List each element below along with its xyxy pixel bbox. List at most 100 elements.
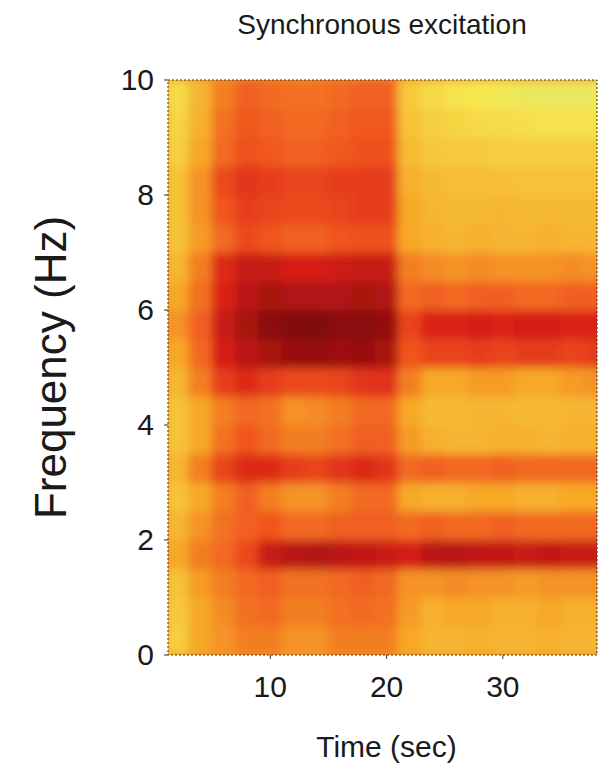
heat-cell xyxy=(398,540,422,570)
heat-cell xyxy=(514,166,538,196)
heat-cell xyxy=(328,568,352,598)
heat-cell xyxy=(374,597,398,627)
heat-cell xyxy=(328,482,352,512)
heat-cell xyxy=(188,626,212,655)
heat-cell xyxy=(398,108,422,138)
heat-cell xyxy=(421,166,445,196)
heat-cell xyxy=(398,425,422,455)
heat-cell xyxy=(514,597,538,627)
heat-cell xyxy=(584,108,597,138)
heat-cell xyxy=(398,166,422,196)
heat-cell xyxy=(491,540,515,570)
heat-cell xyxy=(467,540,491,570)
heat-cell xyxy=(374,166,398,196)
heat-cell xyxy=(398,511,422,541)
heat-cell xyxy=(351,281,375,311)
heat-cell xyxy=(374,281,398,311)
heat-cell xyxy=(212,338,236,368)
heat-cell xyxy=(235,223,259,253)
heat-cell xyxy=(560,626,584,655)
heat-cell xyxy=(168,252,189,282)
y-tick xyxy=(164,195,168,196)
heat-cell xyxy=(491,396,515,426)
heat-cell xyxy=(235,482,259,512)
heat-cell xyxy=(467,453,491,483)
chart-title: Synchronous excitation xyxy=(237,9,527,40)
heat-cell xyxy=(467,597,491,627)
heat-cell xyxy=(374,482,398,512)
heat-cell xyxy=(328,223,352,253)
heat-cell xyxy=(351,252,375,282)
heat-cell xyxy=(398,310,422,340)
heat-cell xyxy=(421,626,445,655)
heat-cell xyxy=(444,453,468,483)
heat-cell xyxy=(421,367,445,397)
y-tick xyxy=(164,655,168,656)
heat-cell xyxy=(421,511,445,541)
heat-cell xyxy=(351,511,375,541)
heat-cell xyxy=(258,195,282,225)
heat-cell xyxy=(188,482,212,512)
x-tick-label: 30 xyxy=(486,670,519,703)
heat-cell xyxy=(514,626,538,655)
heat-cell xyxy=(168,540,189,570)
heat-cell xyxy=(258,482,282,512)
heat-cell xyxy=(584,338,597,368)
heat-cell xyxy=(467,80,491,109)
heat-cell xyxy=(467,568,491,598)
heat-cell xyxy=(258,540,282,570)
heat-cell xyxy=(168,80,189,109)
heat-cell xyxy=(374,626,398,655)
heat-cell xyxy=(537,195,561,225)
heat-cell xyxy=(514,568,538,598)
heat-cell xyxy=(168,511,189,541)
heat-cell xyxy=(168,482,189,512)
heat-cell xyxy=(305,338,329,368)
heat-cell xyxy=(168,453,189,483)
heat-cell xyxy=(467,338,491,368)
heat-cell xyxy=(491,511,515,541)
heat-cell xyxy=(560,310,584,340)
heat-cell xyxy=(467,626,491,655)
heat-cell xyxy=(444,223,468,253)
heat-cell xyxy=(560,597,584,627)
heat-cell xyxy=(281,367,305,397)
heat-cell xyxy=(235,195,259,225)
heat-cell xyxy=(328,137,352,167)
x-tick-label: 20 xyxy=(370,670,403,703)
heat-cell xyxy=(305,223,329,253)
heat-cell xyxy=(258,223,282,253)
heat-cell xyxy=(351,166,375,196)
heat-cell xyxy=(235,310,259,340)
heat-cell xyxy=(281,453,305,483)
heat-cell xyxy=(514,540,538,570)
heat-cell xyxy=(258,281,282,311)
heat-cell xyxy=(281,482,305,512)
heat-cell xyxy=(328,338,352,368)
x-tick xyxy=(270,655,271,659)
heat-cell xyxy=(491,626,515,655)
heat-cell xyxy=(258,367,282,397)
heat-cell xyxy=(491,137,515,167)
heat-cell xyxy=(258,137,282,167)
heat-cell xyxy=(584,597,597,627)
heat-cell xyxy=(467,252,491,282)
heat-cell xyxy=(235,252,259,282)
heat-cell xyxy=(444,597,468,627)
heat-cell xyxy=(467,482,491,512)
heat-cell xyxy=(584,453,597,483)
heat-cell xyxy=(281,166,305,196)
heat-cell xyxy=(514,367,538,397)
heat-cell xyxy=(444,425,468,455)
heat-cell xyxy=(514,453,538,483)
heat-cell xyxy=(235,540,259,570)
heat-cell xyxy=(235,137,259,167)
heat-cell xyxy=(351,453,375,483)
heat-cell xyxy=(374,310,398,340)
heat-cell xyxy=(281,195,305,225)
heat-cell xyxy=(258,453,282,483)
heat-cell xyxy=(421,281,445,311)
heat-cell xyxy=(514,396,538,426)
heat-cell xyxy=(212,223,236,253)
heat-cell xyxy=(421,223,445,253)
